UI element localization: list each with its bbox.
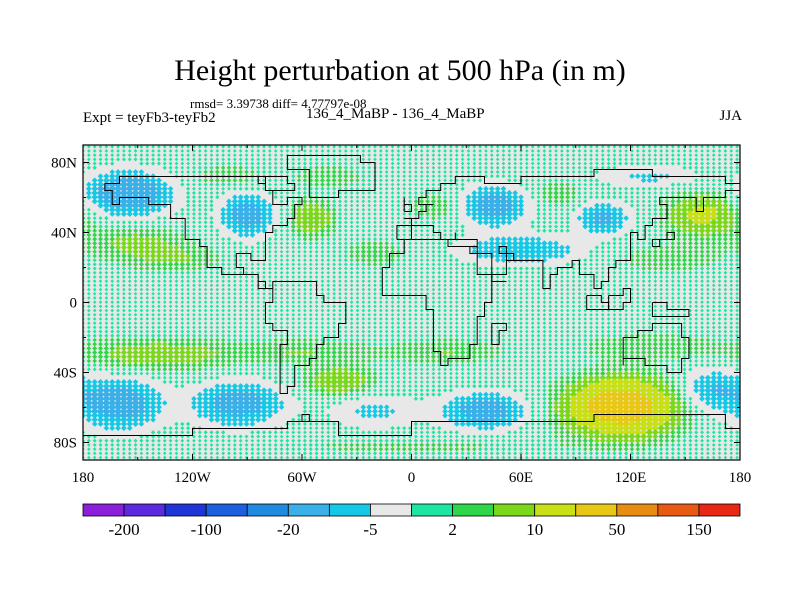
colorbar-box (493, 503, 536, 517)
colorbar-box (205, 503, 248, 517)
colorbar-label: -5 (363, 520, 377, 539)
colorbar-box (534, 503, 577, 517)
colorbar-box (246, 503, 289, 517)
colorbar-box (328, 503, 371, 517)
lat-tick-label: 80N (51, 156, 77, 172)
colorbar-box (123, 503, 166, 517)
colorbar-box (82, 503, 125, 517)
colorbar-label: 2 (448, 520, 457, 539)
lon-tick-label: 180 (729, 470, 752, 486)
plot-title: Height perturbation at 500 hPa (in m) (174, 54, 626, 87)
colorbar-label: -200 (108, 520, 139, 539)
colorbar-box (287, 503, 330, 517)
season-label: JJA (719, 108, 742, 124)
height-perturbation-field (83, 145, 740, 460)
lon-tick-label: 60W (287, 470, 317, 486)
colorbar-box (452, 503, 495, 517)
colorbar-label: 150 (686, 520, 712, 539)
colorbar-label: -20 (277, 520, 300, 539)
lon-tick-label: 60E (509, 470, 533, 486)
experiment-label: Expt = teyFb3-teyFb2 (83, 110, 216, 126)
lon-tick-label: 120E (615, 470, 647, 486)
lon-tick-label: 180 (72, 470, 95, 486)
lat-tick-label: 0 (70, 296, 78, 312)
lon-tick-label: 120W (174, 470, 212, 486)
lon-tick-label: 0 (408, 470, 416, 486)
colorbar-box (370, 503, 412, 517)
colorbar-box (411, 503, 453, 517)
axis-ticks: 80N 40N 0 40S 80S 180 120W 60W 0 60E 120E 180 (51, 145, 751, 486)
colorbar-label: 50 (608, 520, 625, 539)
coastlines (83, 155, 740, 436)
lat-tick-label: 40S (54, 366, 77, 382)
colorbar-label: 10 (526, 520, 543, 539)
colorbar-box (164, 503, 207, 517)
model-label: 136_4_MaBP - 136_4_MaBP (306, 106, 485, 122)
colorbar-box (657, 503, 700, 517)
rmsd-diff-stats: rmsd= 3.39738 diff= 4.77797e-08 (190, 96, 367, 111)
lat-tick-label: 80S (54, 436, 77, 452)
colorbar-label: -100 (191, 520, 222, 539)
colorbar-box (575, 503, 618, 517)
colorbar: -200 -100 -20 -5 2 10 50 150 (82, 503, 741, 539)
colorbar-box (616, 503, 659, 517)
colorbar-box (698, 503, 741, 517)
lat-tick-label: 40N (51, 226, 77, 242)
